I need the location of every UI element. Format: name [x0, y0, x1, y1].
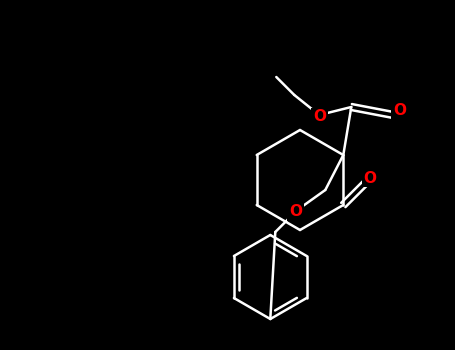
- Text: O: O: [313, 110, 326, 125]
- Text: O: O: [364, 171, 377, 186]
- Text: O: O: [289, 204, 302, 219]
- Text: O: O: [393, 104, 406, 119]
